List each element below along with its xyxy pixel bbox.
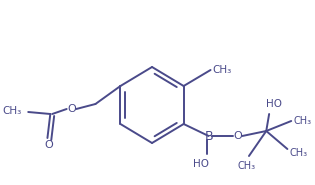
Text: CH₃: CH₃: [289, 148, 307, 158]
Text: O: O: [233, 131, 242, 141]
Text: HO: HO: [266, 99, 282, 109]
Text: O: O: [44, 140, 53, 150]
Text: B: B: [204, 130, 213, 142]
Text: CH₃: CH₃: [293, 116, 311, 126]
Text: HO: HO: [193, 159, 209, 169]
Text: CH₃: CH₃: [238, 161, 256, 171]
Text: O: O: [67, 104, 76, 114]
Text: CH₃: CH₃: [212, 65, 232, 75]
Text: CH₃: CH₃: [2, 106, 21, 116]
